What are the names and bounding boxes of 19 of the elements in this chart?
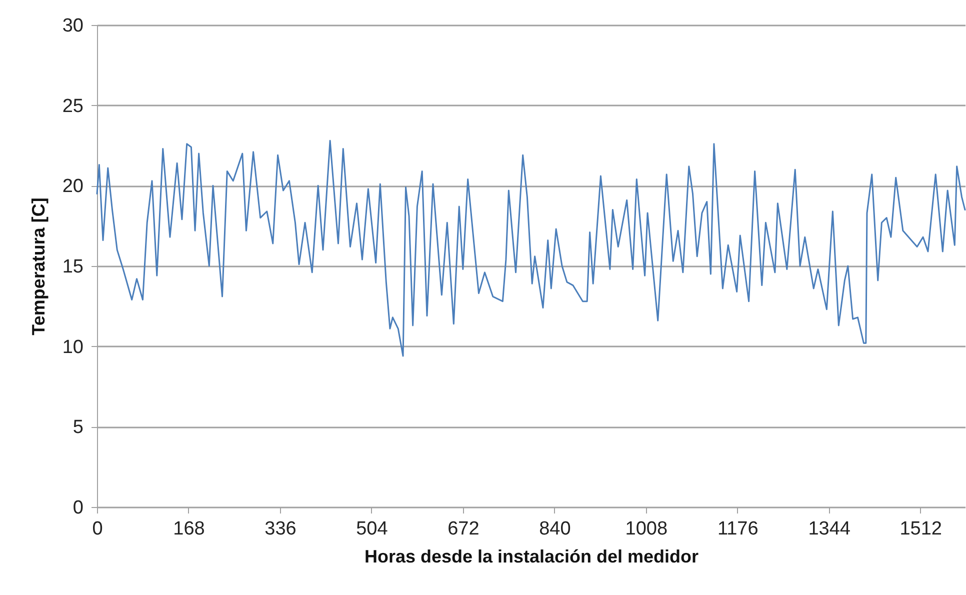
y-tick-label: 25: [62, 96, 84, 117]
y-tick-label: 20: [62, 176, 84, 198]
x-tick-label: 1008: [625, 518, 668, 540]
y-tick-label: 30: [62, 16, 84, 36]
y-tick-label: 5: [72, 417, 84, 438]
x-tick-label: 840: [539, 518, 571, 540]
y-tick-label: 15: [62, 256, 84, 278]
y-axis-title: Temperatura [C]: [28, 198, 48, 336]
x-tick-label: 0: [92, 518, 103, 540]
x-axis-title: Horas desde la instalación del medidor: [364, 546, 699, 566]
x-tick-label: 504: [356, 518, 388, 540]
x-tick-label: 1344: [808, 518, 851, 540]
y-tick-label: 10: [62, 336, 84, 358]
x-tick-label: 1176: [717, 518, 758, 540]
x-tick-label: 168: [173, 518, 205, 540]
x-tick-label: 1512: [900, 518, 942, 540]
x-tick-label: 672: [448, 518, 480, 540]
x-tick-label: 336: [264, 518, 296, 540]
y-tick-label: 0: [72, 498, 84, 518]
